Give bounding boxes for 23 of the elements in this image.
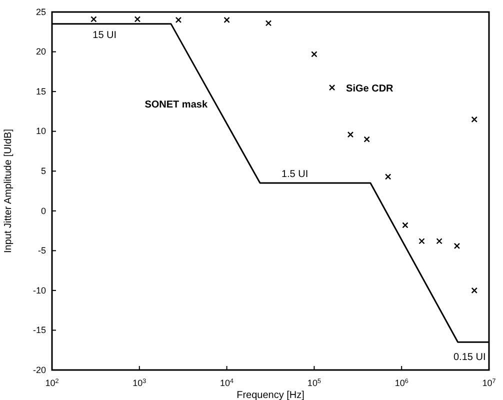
x-tick-label: 10$^{4}$ <box>220 378 234 388</box>
series-label: SiGe CDR <box>346 84 394 95</box>
x-tick-label: 10$^{7}$ <box>482 378 496 388</box>
annotation: 0.15 UI <box>453 352 486 364</box>
x-tick-label: 10$^{2}$ <box>45 378 60 388</box>
y-tick-label: -5 <box>38 246 46 256</box>
y-tick-label: -20 <box>32 364 46 375</box>
y-tick-label: 0 <box>40 206 46 216</box>
annotation: 1.5 UI <box>281 169 308 180</box>
y-tick-label: 25 <box>36 6 46 17</box>
annotation: 15 UI <box>92 30 117 41</box>
y-tick-label: -15 <box>32 325 46 336</box>
y-tick-label: 15 <box>36 86 46 96</box>
x-tick-label: 10$^{5}$ <box>307 378 322 388</box>
y-tick-label: 20 <box>36 46 46 57</box>
x-tick-label: 10$^{3}$ <box>132 378 147 388</box>
x-tick-label: 10$^{6}$ <box>394 378 409 388</box>
y-tick-label: 10 <box>36 126 46 136</box>
series-label: SONET mask <box>144 99 208 110</box>
y-axis-title: Input Jitter Amplitude [UIdB] <box>3 128 14 253</box>
x-axis-title: Frequency [Hz] <box>236 390 305 400</box>
y-tick-label: 5 <box>40 166 46 176</box>
y-tick-label: -10 <box>32 285 46 296</box>
